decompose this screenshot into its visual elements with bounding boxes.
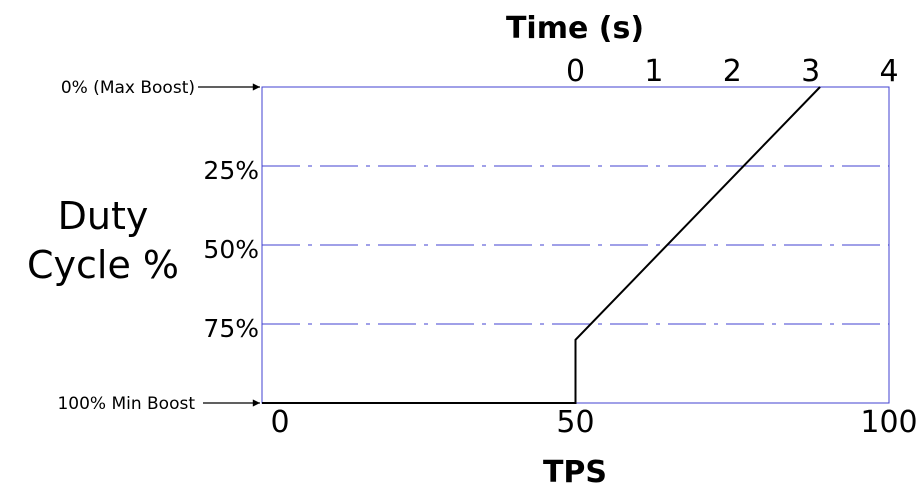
x-tick-labels-top: 0 1 2 3 4 bbox=[566, 54, 899, 89]
x-tick-label-bottom: 0 bbox=[270, 405, 289, 440]
y-axis-title-line-1: Duty bbox=[58, 194, 149, 238]
y-tick-label: 100% Min Boost bbox=[57, 394, 195, 414]
series-line bbox=[262, 86, 821, 404]
x-tick-label-top: 0 bbox=[566, 54, 585, 89]
x-axis-title-top: Time (s) bbox=[506, 11, 644, 46]
x-tick-label-top: 2 bbox=[723, 54, 742, 89]
x-tick-label-top: 3 bbox=[801, 54, 820, 89]
y-tick-label: 75% bbox=[203, 314, 259, 343]
y-tick-labels: 0% (Max Boost) 25% 50% 75% 100% Min Boost bbox=[57, 78, 260, 414]
x-tick-label-bottom: 100 bbox=[860, 405, 917, 440]
gridlines bbox=[262, 165, 889, 325]
y-tick-label: 50% bbox=[203, 235, 259, 264]
x-tick-label-top: 1 bbox=[644, 54, 663, 89]
y-axis-title-line-2: Cycle % bbox=[27, 243, 179, 287]
x-axis-title-bottom: TPS bbox=[543, 455, 607, 487]
y-tick-label: 25% bbox=[203, 156, 259, 185]
x-tick-label-bottom: 50 bbox=[556, 405, 594, 440]
y-tick-label: 0% (Max Boost) bbox=[61, 78, 195, 98]
x-tick-label-top: 4 bbox=[879, 54, 898, 89]
x-tick-labels-bottom: 0 50 100 bbox=[270, 405, 917, 440]
